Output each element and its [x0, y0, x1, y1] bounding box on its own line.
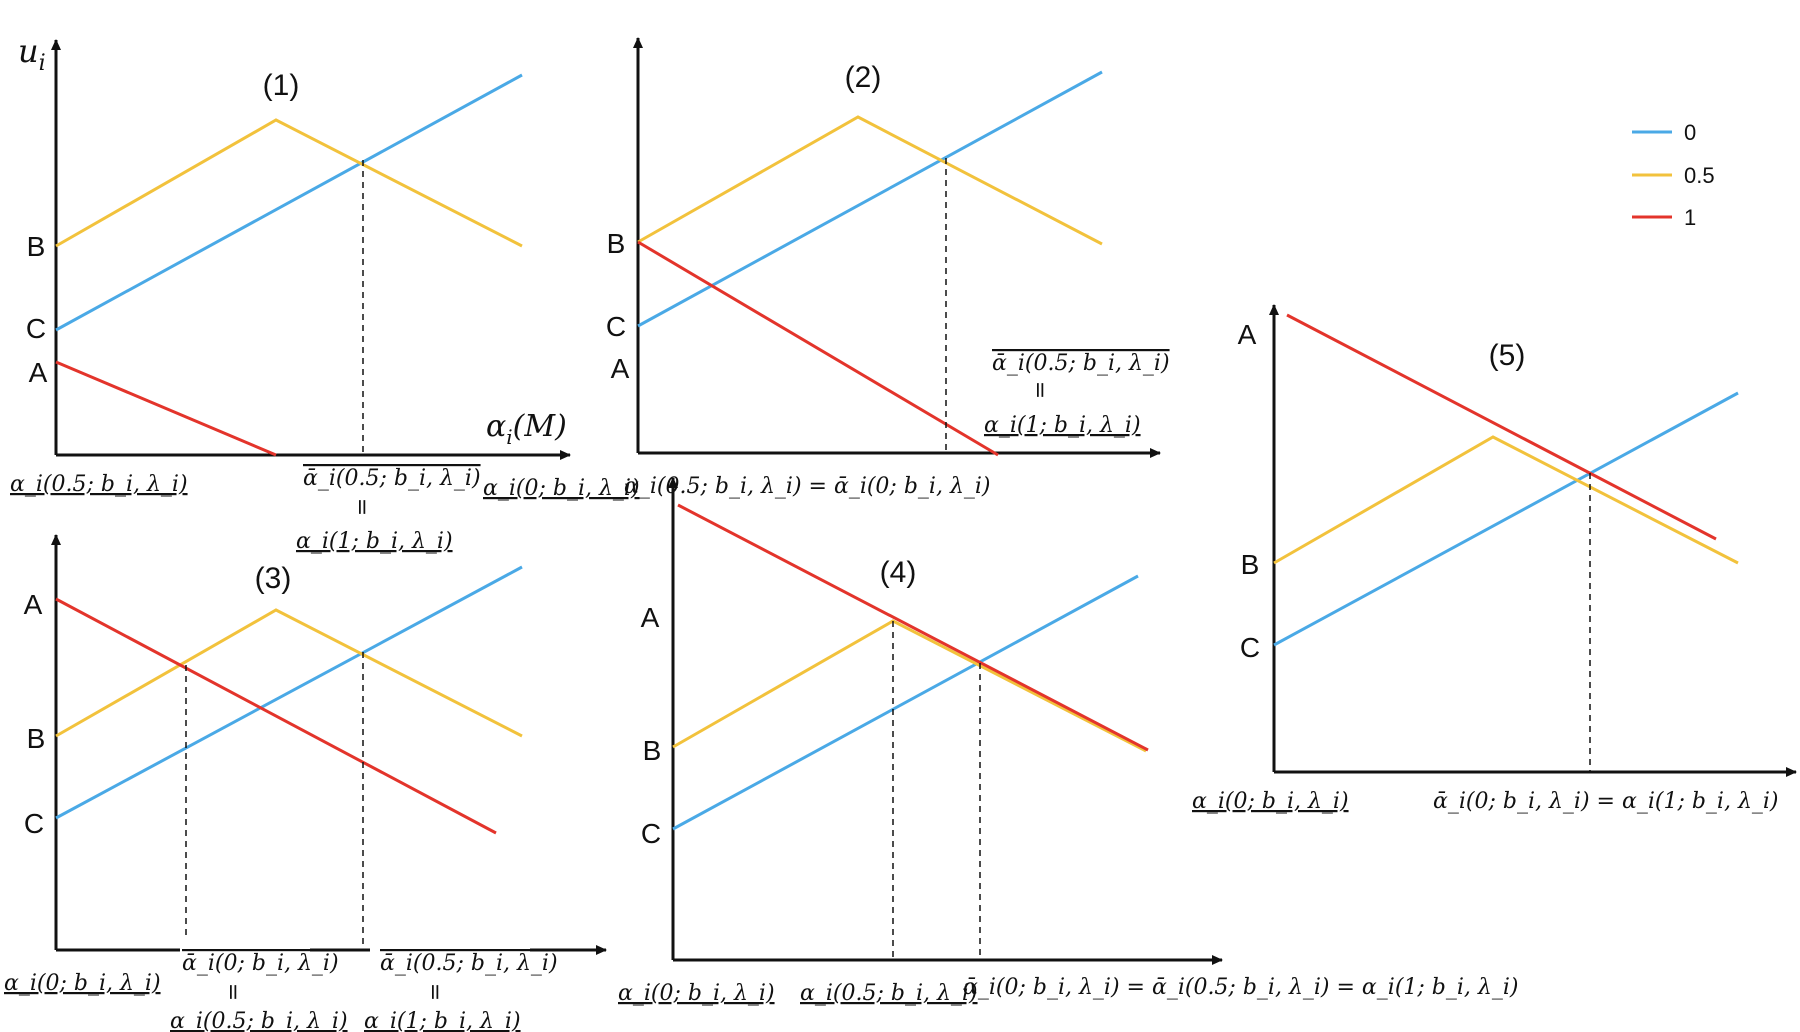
panel-1-letter-a: A	[29, 357, 48, 388]
panel-4-letter-b: B	[643, 735, 662, 766]
panel-3-label-bg-2	[370, 940, 530, 962]
panel-3-label-bg-1	[180, 940, 310, 962]
panel-3-line-0.5	[55, 608, 523, 738]
panel-1-letter-b: B	[27, 231, 46, 262]
panel-5-label-abar0-equal-a1: ᾱ_i(0; b_i, λ_i) = α_i(1; b_i, λ_i)	[1433, 789, 1779, 814]
panel-3-equals-2: =	[422, 983, 447, 1001]
panel-2-line-1	[637, 240, 999, 457]
panel-4-letter-c: C	[641, 818, 661, 849]
panel-1-title: (1)	[263, 69, 300, 102]
panel-3-title: (3)	[255, 562, 292, 595]
panel-1-label-a0: α_i(0; b_i, λ_i)	[483, 476, 640, 501]
panel-2-label-a1: α_i(1; b_i, λ_i)	[984, 413, 1141, 438]
legend: 0 0.5 1	[1632, 120, 1715, 230]
panel-5-title: (5)	[1489, 339, 1526, 372]
panel-1-line-0	[55, 73, 523, 332]
panel-2-letter-a: A	[611, 353, 630, 384]
panel-3-line-0	[55, 565, 523, 820]
panel-3-letter-a: A	[24, 589, 43, 620]
panel-1: (1) B C A ui αi(M) α_i(0.5; b_i, λ_i) ᾱ_…	[10, 32, 640, 554]
panel-1-equals: =	[349, 498, 374, 516]
panel-2-equals: =	[1027, 381, 1052, 399]
panel-3-label-abar0: ᾱ_i(0; b_i, λ_i)	[182, 951, 339, 976]
panel-4-line-1	[677, 503, 1149, 752]
panel-4-label-chain: ᾱ_i(0; b_i, λ_i) = ᾱ_i(0.5; b_i, λ_i) = …	[963, 975, 1518, 1000]
panel-5: (5) A B C α_i(0; b_i, λ_i) ᾱ_i(0; b_i, λ…	[1192, 304, 1797, 814]
panel-2-letter-b: B	[607, 228, 626, 259]
panel-1-label-a05: α_i(0.5; b_i, λ_i)	[10, 472, 188, 497]
panel-4-label-a0: α_i(0; b_i, λ_i)	[618, 981, 775, 1006]
panel-4-letter-a: A	[641, 602, 660, 633]
panel-3-line-1	[55, 597, 497, 835]
panel-1-line-0.5	[55, 118, 523, 248]
panel-4-line-0.5	[672, 619, 1147, 753]
y-axis-title: ui	[18, 32, 46, 76]
panel-4-title: (4)	[880, 556, 917, 589]
panel-2: (2) B C A α_i(0.5; b_i, λ_i) = ᾱ_i(0; b_…	[606, 37, 1170, 499]
panel-5-label-a0: α_i(0; b_i, λ_i)	[1192, 789, 1349, 814]
panel-1-label-a1: α_i(1; b_i, λ_i)	[296, 529, 453, 554]
panel-4-line-0	[672, 574, 1139, 831]
legend-label-0.5: 0.5	[1684, 163, 1715, 188]
panel-4: (4) A B C α_i(0; b_i, λ_i) α_i(0.5; b_i,…	[618, 477, 1518, 1006]
panel-5-letter-a: A	[1238, 319, 1257, 350]
panel-5-line-1	[1286, 313, 1717, 541]
panel-2-title: (2)	[845, 61, 882, 94]
legend-label-0: 0	[1684, 120, 1696, 145]
panel-5-letter-b: B	[1241, 549, 1260, 580]
panel-3-label-a1: α_i(1; b_i, λ_i)	[364, 1009, 521, 1032]
panel-3-label-a0: α_i(0; b_i, λ_i)	[4, 971, 161, 996]
panel-3: (3) A B C α_i(0; b_i, λ_i) ᾱ_i(0; b_i, λ…	[4, 534, 607, 1032]
panel-2-letter-c: C	[606, 311, 626, 342]
panel-3-equals-1: =	[220, 983, 245, 1001]
panel-1-label-abar05: ᾱ_i(0.5; b_i, λ_i)	[303, 466, 481, 491]
panel-5-line-0	[1273, 391, 1739, 647]
panel-3-label-abar05: ᾱ_i(0.5; b_i, λ_i)	[380, 951, 558, 976]
x-axis-title: αi(M)	[486, 409, 567, 449]
panel-2-label-abar05: ᾱ_i(0.5; b_i, λ_i)	[992, 351, 1170, 376]
panel-3-label-a05: α_i(0.5; b_i, λ_i)	[170, 1009, 348, 1032]
panel-3-letter-c: C	[24, 808, 44, 839]
panel-2-label-a05-equal-abar0: α_i(0.5; b_i, λ_i) = ᾱ_i(0; b_i, λ_i)	[624, 474, 991, 499]
panel-5-line-0.5	[1273, 435, 1739, 565]
panel-1-letter-c: C	[26, 313, 46, 344]
panel-2-line-0.5	[637, 115, 1103, 246]
panel-3-letter-b: B	[27, 723, 46, 754]
panel-5-letter-c: C	[1240, 632, 1260, 663]
panel-2-line-0	[637, 70, 1103, 328]
panel-1-line-1	[55, 360, 277, 457]
legend-label-1: 1	[1684, 205, 1696, 230]
panel-4-label-a05: α_i(0.5; b_i, λ_i)	[800, 981, 978, 1006]
